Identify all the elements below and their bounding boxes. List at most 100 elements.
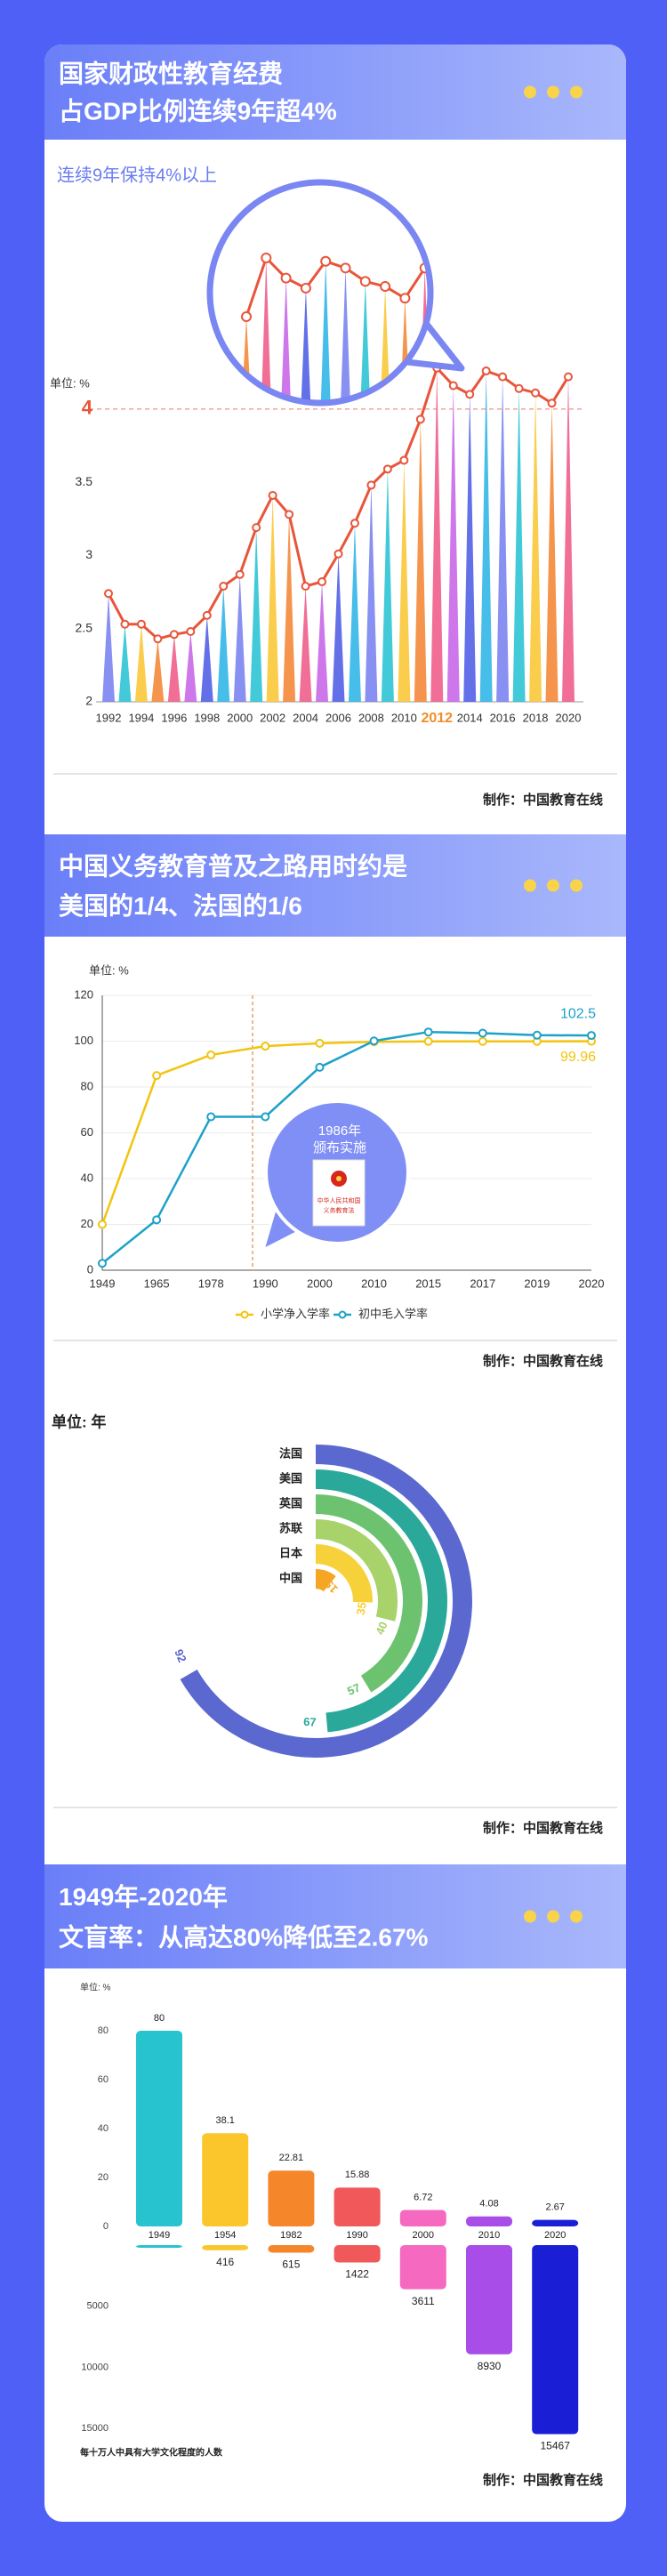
spike (167, 634, 181, 702)
radial-bar (315, 1544, 373, 1603)
x-tick-label: 2020 (579, 1276, 605, 1290)
spike (562, 376, 575, 702)
zoom-spike (340, 268, 351, 400)
value-label: 92 (172, 1647, 189, 1664)
bubble-text: 颁布实施 (313, 1140, 366, 1155)
end-label: 99.96 (560, 1050, 596, 1065)
y-axis-label: 单位: % (80, 1982, 111, 1993)
point (587, 1031, 596, 1041)
y2-tick-label: 15000 (81, 2423, 108, 2434)
point (98, 1259, 107, 1268)
source: 制作：中国教育在线 (483, 1820, 603, 1836)
value-label: 57 (345, 1680, 362, 1698)
y2-tick-label: 10000 (81, 2362, 108, 2372)
emblem-star (336, 1176, 342, 1181)
spike (512, 388, 526, 702)
value-label: 80 (154, 2013, 165, 2024)
value-label: 3611 (412, 2295, 435, 2307)
point (235, 569, 245, 579)
decor-dot (570, 1910, 583, 1923)
bar (532, 2219, 579, 2226)
category-label: 日本 (279, 1546, 302, 1559)
x-tick-label: 2019 (524, 1276, 550, 1290)
value-label: 6.72 (414, 2192, 432, 2202)
section-header (44, 834, 626, 937)
spike (266, 495, 279, 702)
bar (268, 2170, 315, 2226)
section-header (44, 1864, 626, 1968)
zoom-point (300, 282, 311, 294)
y-tick-label: 120 (74, 987, 93, 1001)
zoom-point (320, 255, 332, 267)
document (312, 1159, 366, 1227)
x-tick-label: 1965 (144, 1276, 170, 1290)
value-label: 1422 (345, 2268, 369, 2281)
source: 制作：中国教育在线 (483, 2472, 603, 2488)
x-tick-label: 2015 (415, 1276, 441, 1290)
x-tick-label: 2008 (358, 711, 384, 724)
point (448, 381, 458, 390)
spike (217, 585, 230, 702)
point (285, 510, 294, 519)
spike (381, 469, 394, 702)
point (532, 1030, 542, 1040)
point (252, 523, 261, 533)
point (136, 619, 146, 629)
decor-dot (524, 879, 536, 892)
zoom-spike (261, 258, 272, 400)
point (104, 589, 113, 599)
point (219, 581, 229, 591)
point (202, 610, 212, 620)
x-tick-label: 2010 (361, 1276, 387, 1290)
x-tick-label: 1949 (90, 1276, 116, 1290)
spike (299, 585, 312, 702)
category-label: 法国 (279, 1446, 302, 1460)
value-label: 15.88 (345, 2169, 370, 2180)
x-tick-label: 1954 (214, 2230, 236, 2241)
x-tick-label: 2010 (478, 2230, 500, 2241)
y-axis-label: 单位: 年 (52, 1413, 106, 1430)
x-tick-label: 1949 (149, 2230, 170, 2241)
zoom-point (399, 293, 411, 304)
point (478, 1036, 487, 1046)
spike (529, 392, 542, 702)
point (152, 1071, 162, 1081)
zoom-point (280, 272, 292, 284)
point (317, 577, 327, 587)
point (415, 415, 425, 424)
x-tick-label: 1996 (161, 711, 187, 724)
decor-dot (547, 85, 559, 99)
x-tick-label: 1998 (194, 711, 220, 724)
bar-lower (136, 2245, 182, 2248)
zoom-point (380, 281, 391, 293)
point (481, 366, 491, 376)
spike (414, 419, 427, 702)
spike (398, 460, 411, 702)
point (186, 627, 196, 636)
radial-bar (180, 1445, 472, 1758)
point (564, 372, 573, 382)
bar (202, 2133, 249, 2226)
legend-label: 小学净入学率 (261, 1307, 330, 1320)
radial-bar (315, 1519, 398, 1622)
spike (250, 527, 263, 702)
x-tick-label: 1994 (128, 711, 154, 724)
y-axis-label: 单位: % (50, 376, 90, 390)
line (101, 1030, 592, 1265)
bar (466, 2216, 512, 2226)
bubble-title: 1986年 (318, 1123, 361, 1139)
point (369, 1036, 379, 1046)
point (334, 549, 343, 559)
point (315, 1038, 325, 1048)
point (498, 372, 508, 382)
y-tick-label: 3 (85, 547, 92, 561)
point (547, 398, 557, 408)
legend-label: 初中毛入学率 (358, 1307, 428, 1320)
spike (332, 553, 345, 702)
document-text: 中华人民共和国 (317, 1196, 361, 1204)
radial-bar (315, 1569, 336, 1592)
zoom-line (245, 255, 426, 318)
point (153, 634, 163, 644)
section-title: 美国的1/4、法国的1/6 (59, 891, 302, 920)
